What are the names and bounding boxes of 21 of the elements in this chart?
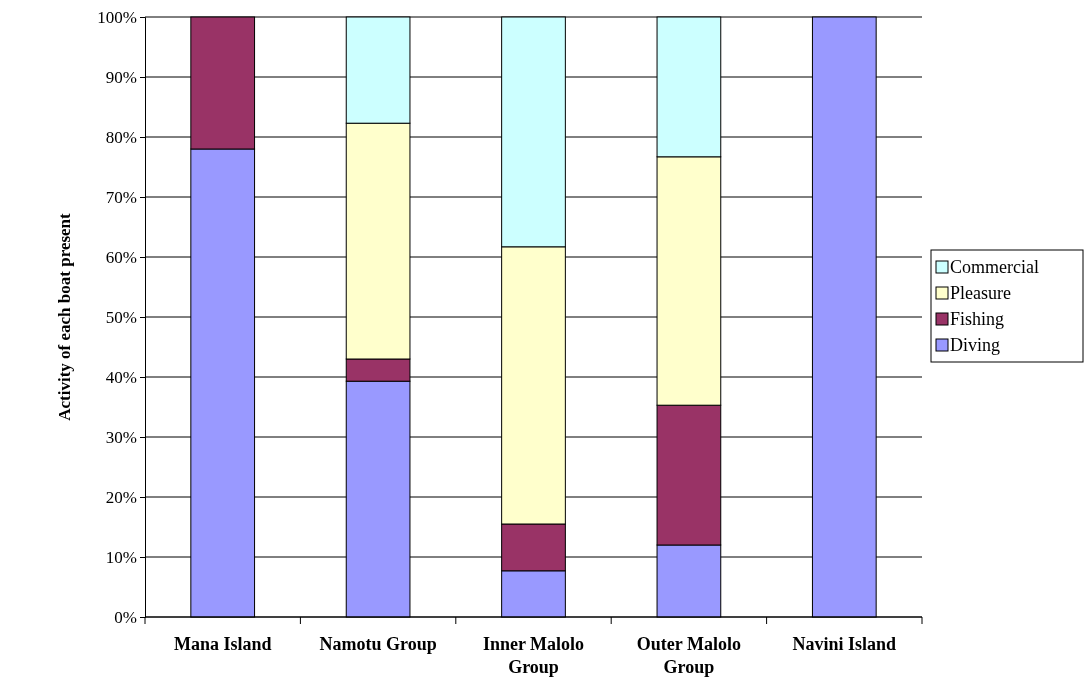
y-tick-label: 60%: [105, 247, 137, 267]
x-tick-label: Mana Island: [173, 634, 272, 654]
x-tick-label: Navini Island: [792, 634, 897, 654]
legend-label: Commercial: [950, 257, 1039, 277]
legend-label: Fishing: [950, 309, 1005, 329]
y-tick-label: 40%: [105, 367, 137, 387]
y-tick-label: 30%: [105, 427, 137, 447]
x-tick-label: Inner Malolo Group: [482, 634, 585, 677]
x-tick-label: Namotu Group: [319, 634, 437, 654]
y-axis-title: Activity of each boat present: [55, 212, 74, 421]
x-tick-label: Outer Malolo Group: [636, 634, 741, 677]
y-tick-label: 90%: [105, 67, 137, 87]
y-tick-label: 100%: [97, 7, 137, 27]
y-tick-label: 70%: [105, 187, 137, 207]
y-tick-label: 10%: [105, 547, 137, 567]
legend-label: Pleasure: [950, 283, 1011, 303]
y-tick-label: 0%: [114, 607, 137, 627]
legend-label: Diving: [950, 335, 1001, 355]
y-tick-label: 20%: [105, 487, 137, 507]
y-tick-label: 50%: [105, 307, 137, 327]
y-tick-label: 80%: [105, 127, 137, 147]
